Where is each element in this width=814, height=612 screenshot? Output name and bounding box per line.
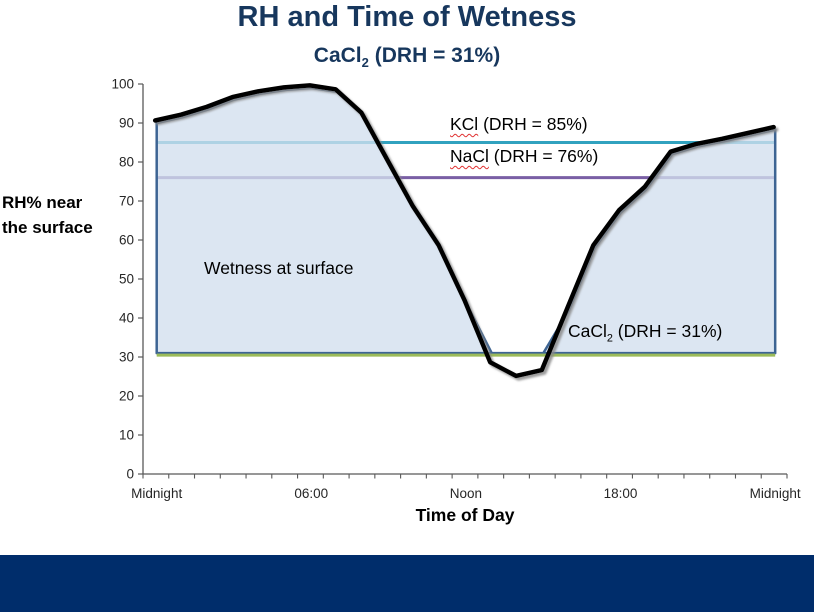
svg-text:Midnight: Midnight <box>131 486 182 501</box>
nacl-name: NaCl <box>450 146 489 166</box>
svg-text:100: 100 <box>111 77 134 92</box>
svg-text:40: 40 <box>119 311 134 326</box>
axes: 0 10 20 30 40 50 60 70 80 90 100 Midnight 06:00 Noon 1… <box>111 77 800 502</box>
svg-text:90: 90 <box>119 116 134 131</box>
page-subtitle: CaCl2 (DRH = 31%) <box>0 44 814 70</box>
wetness-area <box>155 86 777 355</box>
svg-text:50: 50 <box>119 272 134 287</box>
cacl2-reference-label: CaCl2 (DRH = 31%) <box>568 321 722 345</box>
nacl-rest: (DRH = 76%) <box>488 146 599 166</box>
nacl-reference-label: NaCl (DRH = 76%) <box>450 146 598 167</box>
svg-text:20: 20 <box>119 389 134 404</box>
page-title: RH and Time of Wetness <box>237 1 577 33</box>
cacl2-name: CaCl <box>568 321 607 341</box>
svg-text:80: 80 <box>119 155 134 170</box>
x-axis-title: Time of Day <box>415 505 515 525</box>
subtitle-subscript: 2 <box>361 55 369 71</box>
rh-series-line <box>152 83 776 379</box>
svg-text:60: 60 <box>119 233 134 248</box>
svg-text:18:00: 18:00 <box>604 486 638 501</box>
cacl2-rest: (DRH = 31%) <box>612 321 723 341</box>
svg-text:10: 10 <box>119 428 134 443</box>
kcl-name: KCl <box>450 114 479 134</box>
svg-text:0: 0 <box>126 467 134 482</box>
svg-text:70: 70 <box>119 194 134 209</box>
svg-text:Noon: Noon <box>450 486 482 501</box>
kcl-reference-label: KCl (DRH = 85%) <box>450 114 588 135</box>
subtitle-rest: (DRH = 31%) <box>368 44 501 67</box>
cacl2-subscript: 2 <box>606 332 613 345</box>
svg-text:Midnight: Midnight <box>750 486 801 501</box>
y-axis-title: RH% near the surface <box>2 193 93 237</box>
wetness-area-label: Wetness at surface <box>204 258 354 278</box>
footer-bar: 14 汽车防腐蚀老化和紧固件 We make testing simple Q … <box>0 555 814 612</box>
kcl-rest: (DRH = 85%) <box>478 114 588 134</box>
svg-text:30: 30 <box>119 350 134 365</box>
svg-text:06:00: 06:00 <box>294 486 328 501</box>
subtitle-prefix: CaCl <box>313 44 362 67</box>
